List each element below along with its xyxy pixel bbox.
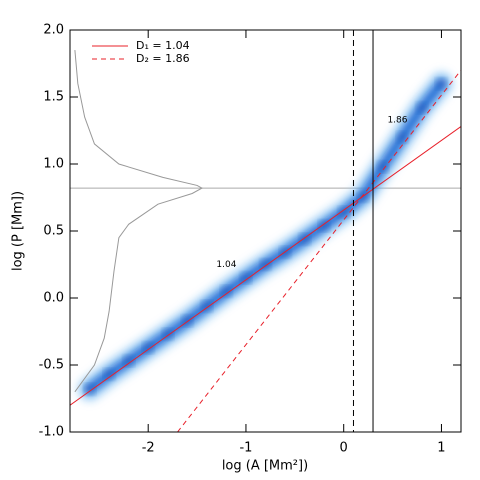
y-tick-label: -1.0 <box>39 425 64 440</box>
density-point <box>416 102 427 113</box>
density-point <box>162 329 173 340</box>
density-point <box>221 286 232 297</box>
annotation: 1.04 <box>216 260 236 270</box>
annotation: 1.86 <box>387 115 407 125</box>
x-tick-label: -1 <box>239 441 252 456</box>
x-tick-label: 1 <box>437 441 445 456</box>
density-point <box>319 220 330 231</box>
y-tick-label: 2.0 <box>43 23 64 38</box>
x-axis-label: log (A [Mm²]) <box>222 459 308 474</box>
density-point <box>104 369 115 380</box>
y-tick-label: -0.5 <box>39 358 64 373</box>
density-point <box>240 272 251 283</box>
y-tick-label: 1.0 <box>43 157 64 172</box>
y-tick-label: 1.5 <box>43 90 64 105</box>
density-point <box>123 355 134 366</box>
plot-area <box>70 50 461 432</box>
series-line <box>177 69 461 432</box>
legend-label: D₂ = 1.86 <box>136 52 190 65</box>
y-tick-label: 0.0 <box>43 291 64 306</box>
x-tick-label: 0 <box>340 441 348 456</box>
density-point <box>260 259 271 270</box>
density-point <box>201 301 212 312</box>
density-halo <box>76 70 455 403</box>
density-point <box>338 207 349 218</box>
series-line <box>70 126 461 406</box>
y-axis-label: log (P [Mm]) <box>11 191 26 271</box>
y-tick-label: 0.5 <box>43 224 64 239</box>
density-point <box>397 132 408 143</box>
density-point <box>84 384 95 395</box>
density-point <box>436 78 447 89</box>
density-point <box>377 161 388 172</box>
series-line <box>74 50 204 393</box>
density-point <box>143 342 154 353</box>
legend-label: D₁ = 1.04 <box>136 39 190 52</box>
x-tick-label: -2 <box>142 441 155 456</box>
